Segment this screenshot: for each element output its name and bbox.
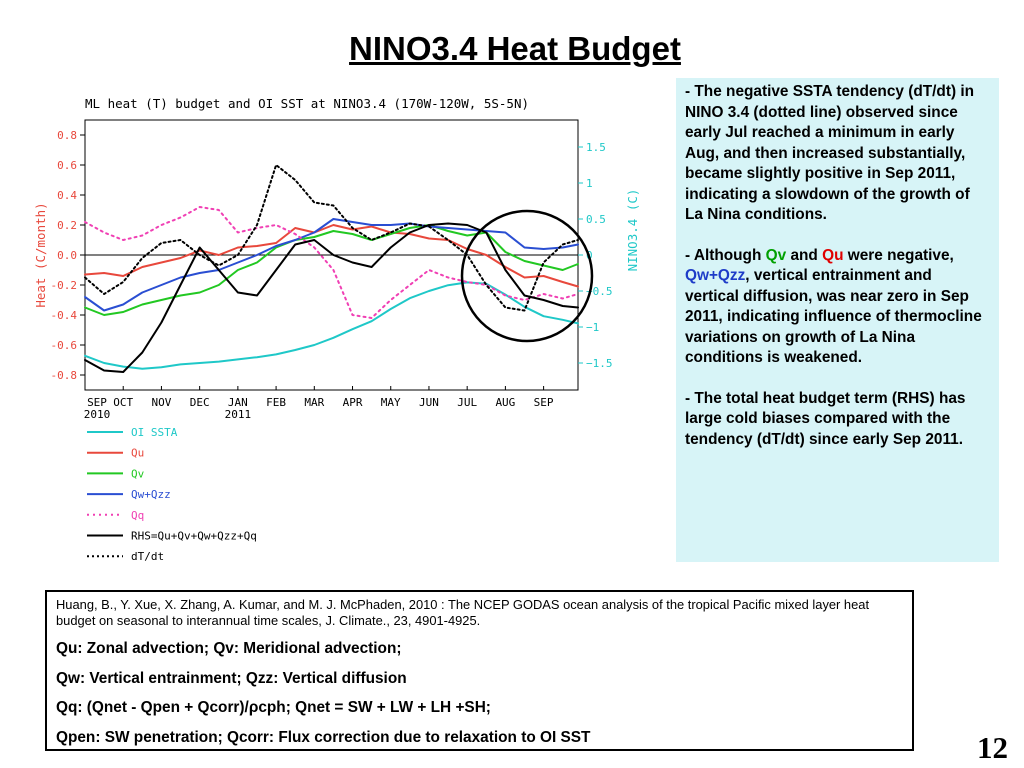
- series-line-qq: [84, 206, 579, 319]
- slide-title: NINO3.4 Heat Budget: [349, 30, 681, 67]
- left-tick-label: 0.0: [57, 249, 77, 262]
- x-tick-label: JAN: [228, 396, 248, 409]
- left-tick-label: 0.4: [57, 189, 77, 202]
- qu-highlight: Qu: [822, 246, 844, 264]
- x-tick-label: AUG: [495, 396, 515, 409]
- right-tick-label: −1: [586, 321, 599, 334]
- x-tick-sublabel: 2011: [225, 408, 252, 421]
- x-tick-label: SEP: [87, 396, 107, 409]
- summary-paragraph-3: - The total heat budget term (RHS) has l…: [685, 389, 966, 448]
- definition-line-1: Qu: Zonal advection; Qv: Meridional adve…: [56, 640, 402, 657]
- x-tick-label: MAR: [304, 396, 324, 409]
- x-tick-label: JUL: [457, 396, 477, 409]
- right-tick-label: −1.5: [586, 357, 613, 370]
- heat-budget-chart: ML heat (T) budget and OI SST at NINO3.4…: [33, 96, 640, 563]
- page-number: 12: [977, 730, 1008, 765]
- summary-p2-text-a: - Although: [685, 246, 766, 264]
- x-tick-label: DEC: [190, 396, 210, 409]
- definition-line-4: Qpen: SW penetration; Qcorr: Flux correc…: [56, 728, 591, 746]
- left-tick-label: -0.6: [51, 339, 78, 352]
- legend-label: dT/dt: [131, 550, 164, 563]
- y-axis-left-label: Heat (C/month): [33, 202, 48, 307]
- legend-label: Qu: [131, 447, 144, 460]
- left-tick-label: 0.2: [57, 219, 77, 232]
- right-tick-label: 1: [586, 177, 593, 190]
- left-tick-label: 0.6: [57, 159, 77, 172]
- series-line-qv: [84, 224, 579, 316]
- y-axis-right-label: NINO3.4 (C): [625, 189, 640, 272]
- x-tick-label: NOV: [151, 396, 171, 409]
- right-tick-label: 1.5: [586, 141, 606, 154]
- chart-title: ML heat (T) budget and OI SST at NINO3.4…: [85, 96, 529, 111]
- legend-label: Qw+Qzz: [131, 488, 171, 501]
- series-line-rhs-qu-qv-qw-qzz-qq: [84, 222, 579, 373]
- legend-label: RHS=Qu+Qv+Qw+Qzz+Qq: [131, 530, 257, 543]
- left-tick-label: 0.8: [57, 129, 77, 142]
- summary-paragraph-2: - Although Qv and Qu were negative, Qw+Q…: [685, 246, 989, 369]
- summary-p2-text-c: , vertical entrainment and vertical diff…: [685, 267, 982, 366]
- x-tick-label: MAY: [381, 396, 401, 409]
- series-line-dt-dt: [84, 164, 579, 312]
- summary-p2-and: and: [786, 246, 823, 264]
- summary-paragraph-1: - The negative SSTA tendency (dT/dt) in …: [685, 83, 975, 223]
- legend-label: Qq: [131, 509, 144, 522]
- x-tick-label: FEB: [266, 396, 286, 409]
- left-tick-label: -0.8: [51, 369, 78, 382]
- legend-label: OI SSTA: [131, 426, 178, 439]
- x-tick-sublabel: 2010: [84, 408, 111, 421]
- x-tick-label: SEP: [534, 396, 554, 409]
- qv-highlight: Qv: [765, 246, 787, 264]
- left-tick-label: -0.2: [51, 279, 78, 292]
- right-tick-label: 0.5: [586, 213, 606, 226]
- x-tick-label: OCT: [113, 396, 133, 409]
- right-tick-label: −0.5: [586, 285, 613, 298]
- reference-box: Huang, B., Y. Xue, X. Zhang, A. Kumar, a…: [45, 590, 914, 751]
- series-line-qw-qzz: [84, 218, 579, 312]
- left-tick-label: -0.4: [51, 309, 78, 322]
- definition-line-2: Qw: Vertical entrainment; Qzz: Vertical …: [56, 669, 407, 687]
- summary-panel: - The negative SSTA tendency (dT/dt) in …: [676, 78, 999, 562]
- highlight-circle: [460, 209, 594, 343]
- reference-citation: Huang, B., Y. Xue, X. Zhang, A. Kumar, a…: [56, 597, 870, 628]
- definition-line-3: Qq: (Qnet - Qpen + Qcorr)/ρcph; Qnet = S…: [56, 699, 491, 716]
- series-line-qu: [84, 224, 579, 288]
- x-tick-label: JUN: [419, 396, 439, 409]
- qwqzz-highlight: Qw+Qzz: [685, 267, 746, 284]
- summary-p2-text-b: were negative,: [843, 246, 954, 264]
- legend-label: Qv: [131, 467, 145, 480]
- x-tick-label: APR: [343, 396, 363, 409]
